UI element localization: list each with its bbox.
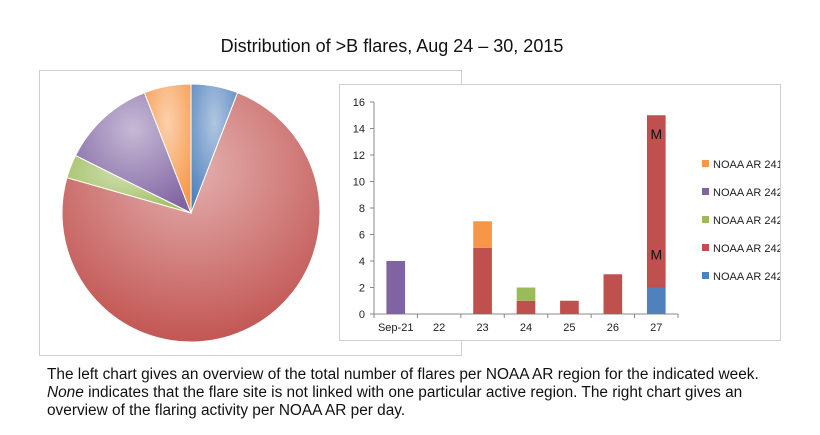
legend-swatch-noaa-ar-2423 (702, 272, 709, 279)
y-tick-label: 14 (353, 124, 365, 136)
y-tick-label: 0 (359, 309, 365, 321)
x-tick-label: 25 (563, 322, 575, 334)
y-tick-label: 10 (353, 177, 365, 189)
x-tick-label: Sep-21 (378, 322, 413, 334)
bar-chart-panel: 0 2 4 6 8 10 12 14 16 Sep-21 22 23 24 25 26 27 M M NOAA AR… (339, 84, 781, 341)
y-tick-label: 6 (359, 230, 365, 242)
bar-segment-noaa-ar-2422 (516, 300, 536, 314)
bar-segment-noaa-ar-2415 (473, 221, 492, 248)
pie-slice-noaa-ar-2415 (143, 83, 192, 214)
caption-emphasis: None (47, 384, 84, 401)
pie-slice-noaa-ar-2420 (74, 92, 192, 215)
x-tick-label: 26 (607, 322, 619, 334)
bar-segment-noaa-ar-2422 (646, 115, 666, 288)
legend-swatch-noaa-ar-2415 (702, 160, 709, 167)
caption-part-1: The left chart gives an overview of the … (47, 366, 759, 383)
legend-label-noaa-ar-2421: NOAA AR 2421 (713, 215, 780, 227)
x-tick-label: 22 (433, 322, 445, 334)
pie-slice-noaa-ar-2422 (61, 92, 321, 343)
legend-label-noaa-ar-2422: NOAA AR 2422 (713, 243, 780, 255)
x-tick-label: 27 (650, 322, 662, 334)
caption-part-2: indicates that the flare site is not lin… (47, 384, 743, 419)
y-tick-label: 12 (353, 150, 365, 162)
bar-segment-noaa-ar-2421 (516, 287, 536, 301)
y-tick-label: 4 (359, 256, 365, 268)
bar-annotation: M (650, 246, 662, 262)
bar-segment-noaa-ar-2422 (560, 300, 579, 314)
bar-segment-noaa-ar-2420 (386, 261, 406, 314)
legend-swatch-noaa-ar-2420 (702, 188, 709, 195)
legend-swatch-noaa-ar-2422 (702, 244, 709, 251)
legend-label-noaa-ar-2423: NOAA AR 2423 (713, 271, 780, 283)
legend-label-noaa-ar-2420: NOAA AR 2420 (713, 187, 780, 199)
bar-segment-noaa-ar-2422 (473, 247, 492, 314)
bar-segment-noaa-ar-2423 (646, 287, 666, 314)
bar-segment-noaa-ar-2422 (603, 274, 623, 314)
pie-chart (61, 83, 321, 343)
y-tick-label: 2 (359, 283, 365, 295)
y-tick-label: 8 (359, 203, 365, 215)
legend-label-noaa-ar-2415: NOAA AR 2415 (713, 159, 780, 171)
bar-annotation: M (650, 126, 662, 142)
page-title: Distribution of >B flares, Aug 24 – 30, … (220, 36, 564, 56)
caption: The left chart gives an overview of the … (47, 366, 787, 420)
y-tick-label: 16 (353, 97, 365, 109)
x-tick-label: 24 (520, 322, 532, 334)
legend-swatch-noaa-ar-2421 (702, 216, 709, 223)
x-tick-label: 23 (476, 322, 488, 334)
